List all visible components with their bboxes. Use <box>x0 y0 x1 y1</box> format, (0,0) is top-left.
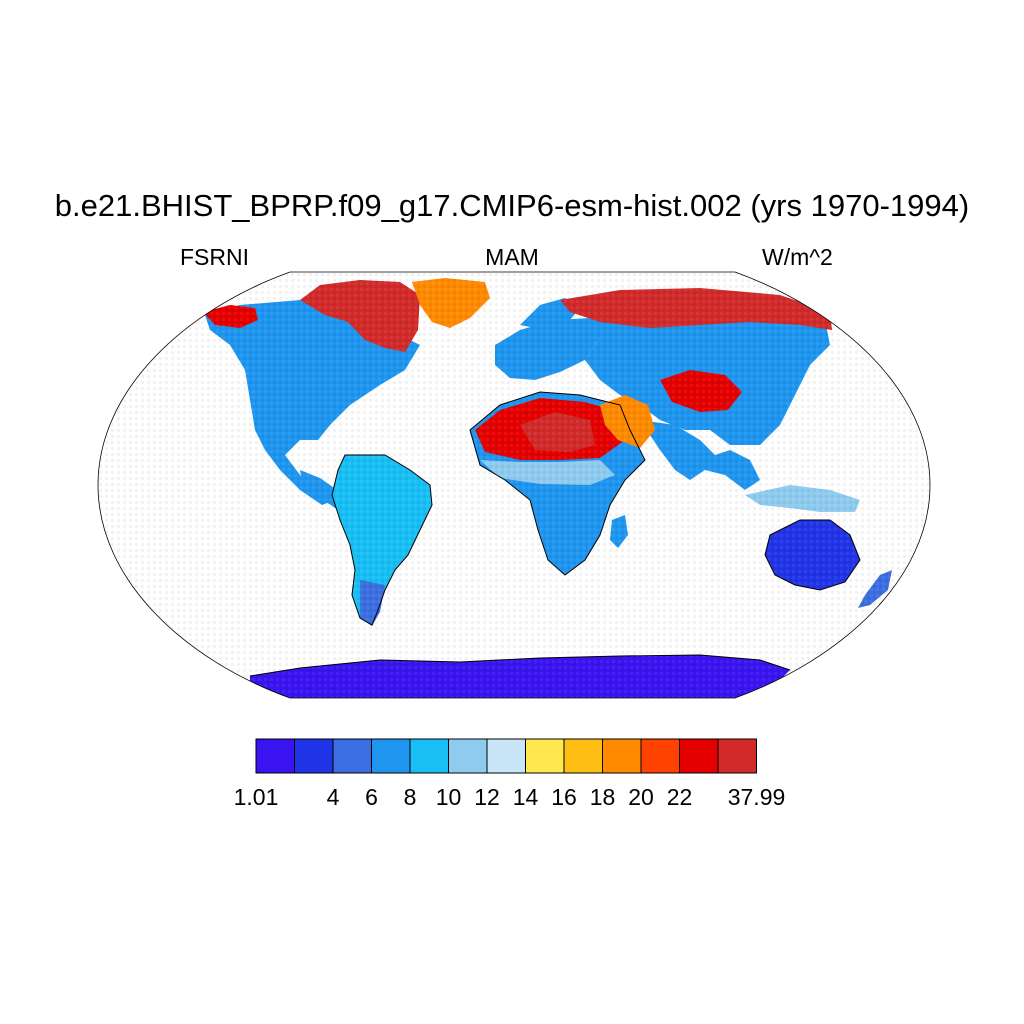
colorbar-tick-label: 8 <box>403 784 417 810</box>
colorbar-box <box>679 738 719 774</box>
colorbar-tick-label: 6 <box>365 784 378 810</box>
colorbar-box <box>409 738 449 774</box>
colorbar-box <box>294 738 334 774</box>
land-fields <box>98 272 930 698</box>
colorbar-box <box>332 738 372 774</box>
colorbar-box <box>255 738 295 774</box>
colorbar-box <box>448 738 488 774</box>
colorbar-box <box>563 738 603 774</box>
colorbar-box <box>640 738 680 774</box>
colorbar <box>255 738 757 774</box>
coastlines <box>249 391 861 677</box>
colorbar-tick-label: 37.99 <box>727 784 786 810</box>
season-label: MAM <box>485 244 539 270</box>
colorbar-tick-label: 1.01 <box>233 784 279 810</box>
units-label: W/m^2 <box>762 244 833 270</box>
colorbar-box <box>486 738 526 774</box>
colorbar-box <box>602 738 642 774</box>
colorbar-tick-label: 14 <box>512 784 539 810</box>
plot-title: b.e21.BHIST_BPRP.f09_g17.CMIP6-esm-hist.… <box>54 188 970 223</box>
colorbar-box <box>717 738 757 774</box>
colorbar-tick-label: 18 <box>589 784 616 810</box>
map-boundary <box>97 271 931 699</box>
colorbar-tick-label: 16 <box>551 784 577 810</box>
colorbar-tick-label: 12 <box>474 784 500 810</box>
colorbar-tick-label: 22 <box>666 784 693 810</box>
variable-label: FSRNI <box>180 244 249 270</box>
colorbar-box <box>525 738 565 774</box>
colorbar-box <box>371 738 411 774</box>
colorbar-tick-label: 4 <box>326 784 340 810</box>
colorbar-tick-label: 10 <box>435 784 462 810</box>
colorbar-tick-label: 20 <box>628 784 654 810</box>
grid-texture <box>98 272 930 698</box>
